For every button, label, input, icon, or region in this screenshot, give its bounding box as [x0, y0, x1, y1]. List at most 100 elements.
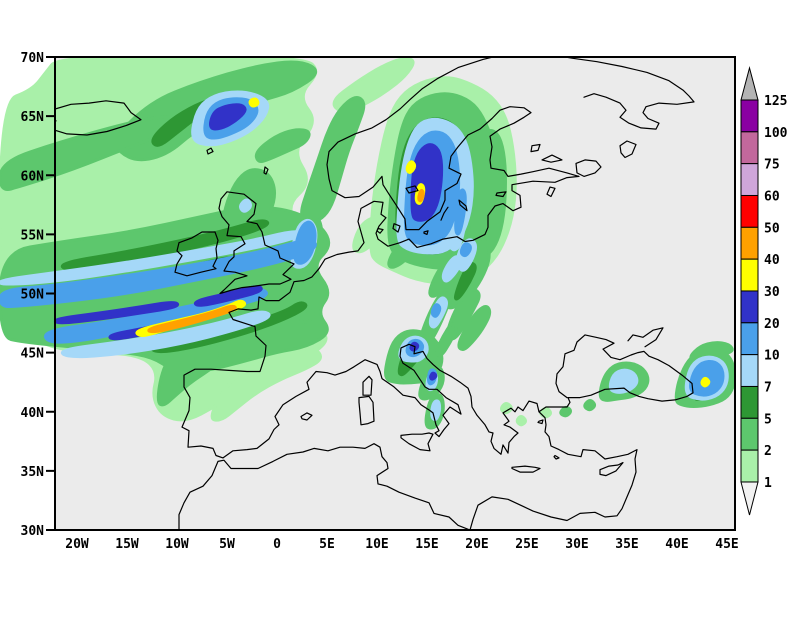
x-axis-label-35E: 35E: [615, 537, 638, 552]
coastline-path: [619, 140, 637, 159]
legend-color-block: [740, 194, 759, 228]
x-axis-label-45E: 45E: [715, 537, 738, 552]
precip-blob-db: [193, 285, 263, 307]
legend-label-5: 5: [764, 412, 772, 427]
coastline-path: [178, 411, 638, 530]
precip-blob-mg: [457, 305, 492, 351]
coastline-path: [358, 395, 375, 426]
precip-blob-or: [147, 304, 237, 334]
legend-color-block: [740, 163, 759, 196]
legend-label-50: 50: [764, 221, 780, 236]
legend-label-20: 20: [764, 317, 780, 332]
precip-blob-mg: [583, 399, 596, 412]
precip-blob-yl: [405, 160, 417, 174]
y-axis-label-55N: 55N: [21, 228, 45, 243]
y-axis-label-50N: 50N: [21, 288, 45, 303]
coastline-path: [218, 191, 295, 295]
legend-color-block: [740, 258, 759, 292]
precip-blob-lb: [441, 255, 463, 283]
precip-blob-lb: [60, 310, 271, 359]
precipitation-field: [0, 55, 737, 430]
coastline-path: [561, 57, 695, 130]
legend-color-block: [740, 417, 759, 451]
precip-blob-lg: [210, 347, 322, 422]
coastline-path: [400, 432, 434, 452]
coastline-path: [575, 159, 602, 177]
precip-blob-yl: [700, 376, 711, 388]
x-axis-labels: 20W 15W 10W 5W 0 5E 10E 15E 20E 25E 30E 35E 40E 45E: [65, 537, 738, 552]
y-axis-label-45N: 45N: [21, 347, 45, 362]
coastline-path: [541, 154, 563, 163]
axis-ticks: [46, 56, 55, 531]
coastline-path: [537, 419, 544, 425]
precip-blob-mb: [430, 303, 442, 318]
y-axis-labels: 70N 65N 60N 55N 50N 45N 40N 35N 30N: [21, 51, 45, 539]
legend-color-block: [740, 354, 759, 387]
x-axis-label-10E: 10E: [365, 537, 388, 552]
y-axis-label-65N: 65N: [21, 110, 45, 125]
precip-blob-yl: [248, 97, 260, 108]
legend-label-7: 7: [764, 380, 772, 395]
legend-label-10: 10: [764, 349, 780, 364]
precip-blob-mg: [0, 115, 180, 191]
legend-color-block: [740, 322, 759, 356]
precip-blob-mg: [254, 128, 311, 164]
precip-blob-or: [417, 188, 425, 203]
coastline-path: [181, 57, 580, 459]
legend-label-60: 60: [764, 189, 780, 204]
legend-color-block: [740, 385, 759, 419]
legend-label-100: 100: [764, 126, 788, 141]
precip-blob-mg: [689, 341, 734, 362]
precip-blob-lg: [515, 415, 527, 427]
coastline-path: [530, 143, 541, 153]
legend-color-block: [740, 449, 759, 483]
x-axis-label-30E: 30E: [565, 537, 588, 552]
y-axis-label-30N: 30N: [21, 524, 45, 539]
precip-blob-lb: [608, 368, 639, 394]
legend-label-125: 125: [764, 94, 787, 109]
coastline-path: [440, 206, 449, 221]
x-axis-label-15E: 15E: [415, 537, 438, 552]
coastline-path: [263, 166, 269, 175]
precip-blob-mb: [293, 220, 317, 265]
coastline-path: [55, 100, 142, 136]
x-axis-label-0: 0: [273, 537, 281, 552]
precip-blob-lb: [0, 230, 304, 286]
coastline-path: [553, 454, 560, 460]
precip-blob-mg: [300, 95, 366, 224]
x-axis-label-20E: 20E: [465, 537, 488, 552]
precip-blob-lb: [239, 198, 252, 213]
coastline-path: [174, 231, 219, 277]
legend-color-block: [740, 99, 759, 133]
y-axis-label-70N: 70N: [21, 51, 45, 66]
precip-blob-db: [209, 103, 247, 131]
x-axis-label-5E: 5E: [319, 537, 335, 552]
coastline-path: [546, 186, 556, 198]
coastline-path: [405, 185, 419, 194]
precip-blob-mg: [559, 405, 572, 418]
legend-label-40: 40: [764, 253, 780, 268]
coastline-path: [599, 462, 624, 477]
coastline-path: [458, 199, 468, 212]
legend-color-block: [740, 290, 759, 324]
coastline-path: [222, 334, 694, 459]
coastline-path: [376, 227, 384, 234]
legend-label-1: 1: [764, 476, 772, 491]
precip-blob-lg: [500, 402, 513, 415]
legend-label-2: 2: [764, 444, 772, 459]
coastline-path: [300, 412, 313, 421]
legend-color-block: [740, 131, 759, 165]
coastline-path: [511, 465, 541, 473]
x-axis-label-25E: 25E: [515, 537, 538, 552]
coastline-path: [627, 327, 664, 348]
precip-blob-db: [429, 371, 438, 381]
legend-color-block: [740, 226, 759, 260]
legend-label-30: 30: [764, 285, 780, 300]
precip-blob-mg: [299, 308, 315, 324]
coastline-path: [423, 230, 429, 235]
x-axis-label-40E: 40E: [665, 537, 688, 552]
precip-blob-lb: [430, 399, 442, 422]
